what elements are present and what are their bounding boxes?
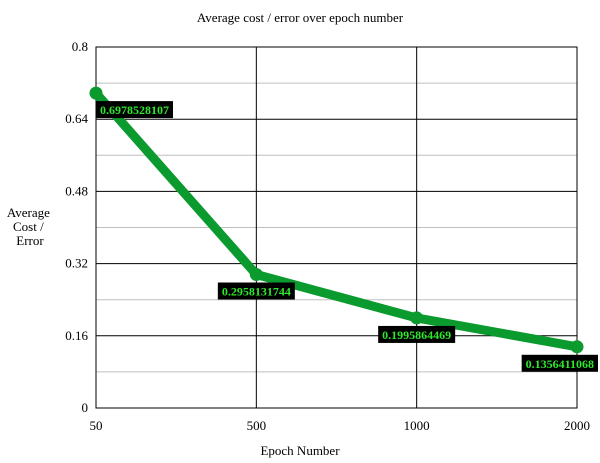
y-axis-title-line-2: Cost / [13,219,44,234]
y-tick-label: 0 [82,400,89,415]
data-point [570,340,584,354]
data-label-background [217,282,295,300]
y-axis-ticks: 0 0.16 0.32 0.48 0.64 0.8 [65,39,88,415]
data-label-background [378,325,456,343]
y-tick-label: 0.16 [65,328,88,343]
series-line [91,88,582,352]
data-point [249,268,263,282]
x-tick-label: 2000 [564,418,590,433]
data-label: 0.1356411068 [526,357,594,371]
y-tick-label: 0.64 [65,111,88,126]
data-labels: 0.6978528107 0.2958131744 0.1995864469 0.13… [96,101,598,372]
x-tick-label: 1000 [404,418,430,433]
plot-area [95,46,578,409]
y-tick-label: 0.48 [65,183,88,198]
data-label: 0.2958131744 [222,285,291,299]
y-axis-title-line-1: Average [7,205,50,220]
data-point [89,86,103,100]
series-group [89,86,584,354]
y-tick-label: 0.32 [65,256,88,271]
data-label-background [96,101,173,119]
minor-gridlines [96,82,577,373]
data-point [410,311,424,325]
x-tick-label: 50 [90,418,103,433]
x-tick-label: 500 [247,418,267,433]
data-label: 0.6978528107 [100,103,169,117]
data-label: 0.1995864469 [382,328,451,342]
x-axis-title: Epoch Number [260,443,340,458]
y-tick-label: 0.8 [72,39,88,54]
y-axis-title-line-3: Error [16,233,44,248]
chart-title: Average cost / error over epoch number [197,10,404,25]
y-axis-title: Average Cost / Error [7,205,53,248]
data-label-background [521,354,598,372]
x-axis-ticks: 50 500 1000 2000 [90,418,591,433]
